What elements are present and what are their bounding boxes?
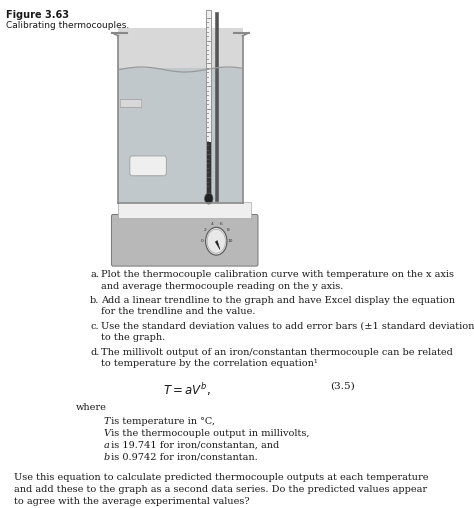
Bar [119,68,242,202]
Bar [206,10,211,199]
Text: is 0.9742 for iron/constantan.: is 0.9742 for iron/constantan. [108,453,258,462]
Text: 4: 4 [210,222,213,226]
FancyBboxPatch shape [111,214,258,266]
Text: Add a linear trendline to the graph and have Excel display the equation
for the : Add a linear trendline to the graph and … [101,296,455,316]
Circle shape [206,228,227,255]
Circle shape [207,229,226,253]
Text: b: b [104,453,110,462]
Text: c.: c. [90,322,99,331]
Text: 2: 2 [203,229,206,233]
Text: (3.5): (3.5) [330,382,355,390]
Circle shape [205,193,213,204]
Text: $T = aV^b,$: $T = aV^b,$ [163,382,211,398]
Text: The millivolt output of an iron/constantan thermocouple can be related
to temper: The millivolt output of an iron/constant… [101,347,453,368]
Text: Use the standard deviation values to add error bars (±1 standard deviation)
to t: Use the standard deviation values to add… [101,322,474,342]
FancyBboxPatch shape [130,156,166,176]
Text: d.: d. [90,347,100,357]
Text: T: T [104,417,110,426]
Bar [215,12,218,201]
Text: is 19.741 for iron/constantan, and: is 19.741 for iron/constantan, and [108,441,279,450]
Polygon shape [215,240,220,249]
Text: is the thermocouple output in millivolts,: is the thermocouple output in millivolts… [108,429,310,438]
Text: is temperature in °C,: is temperature in °C, [108,417,215,426]
Text: Use this equation to calculate predicted thermocouple outputs at each temperatur: Use this equation to calculate predicted… [14,472,428,482]
Text: a: a [104,441,109,450]
Text: 0: 0 [201,239,203,243]
Text: b.: b. [90,296,100,305]
Bar [118,202,251,218]
Text: Figure 3.63: Figure 3.63 [6,10,69,20]
Text: and add these to the graph as a second data series. Do the predicted values appe: and add these to the graph as a second d… [14,485,427,494]
Text: 6: 6 [219,222,222,226]
Text: to agree with the average experimental values?: to agree with the average experimental v… [14,497,249,506]
Text: Plot the thermocouple calibration curve with temperature on the x axis
and avera: Plot the thermocouple calibration curve … [101,270,454,291]
Text: where: where [76,403,107,412]
Bar [120,99,141,107]
Text: 10: 10 [228,239,233,243]
Bar [118,28,243,203]
Bar [207,142,210,197]
Text: V: V [104,429,111,438]
Text: a.: a. [90,270,99,279]
Text: 8: 8 [227,229,229,233]
Text: Calibrating thermocouples.: Calibrating thermocouples. [6,21,129,30]
